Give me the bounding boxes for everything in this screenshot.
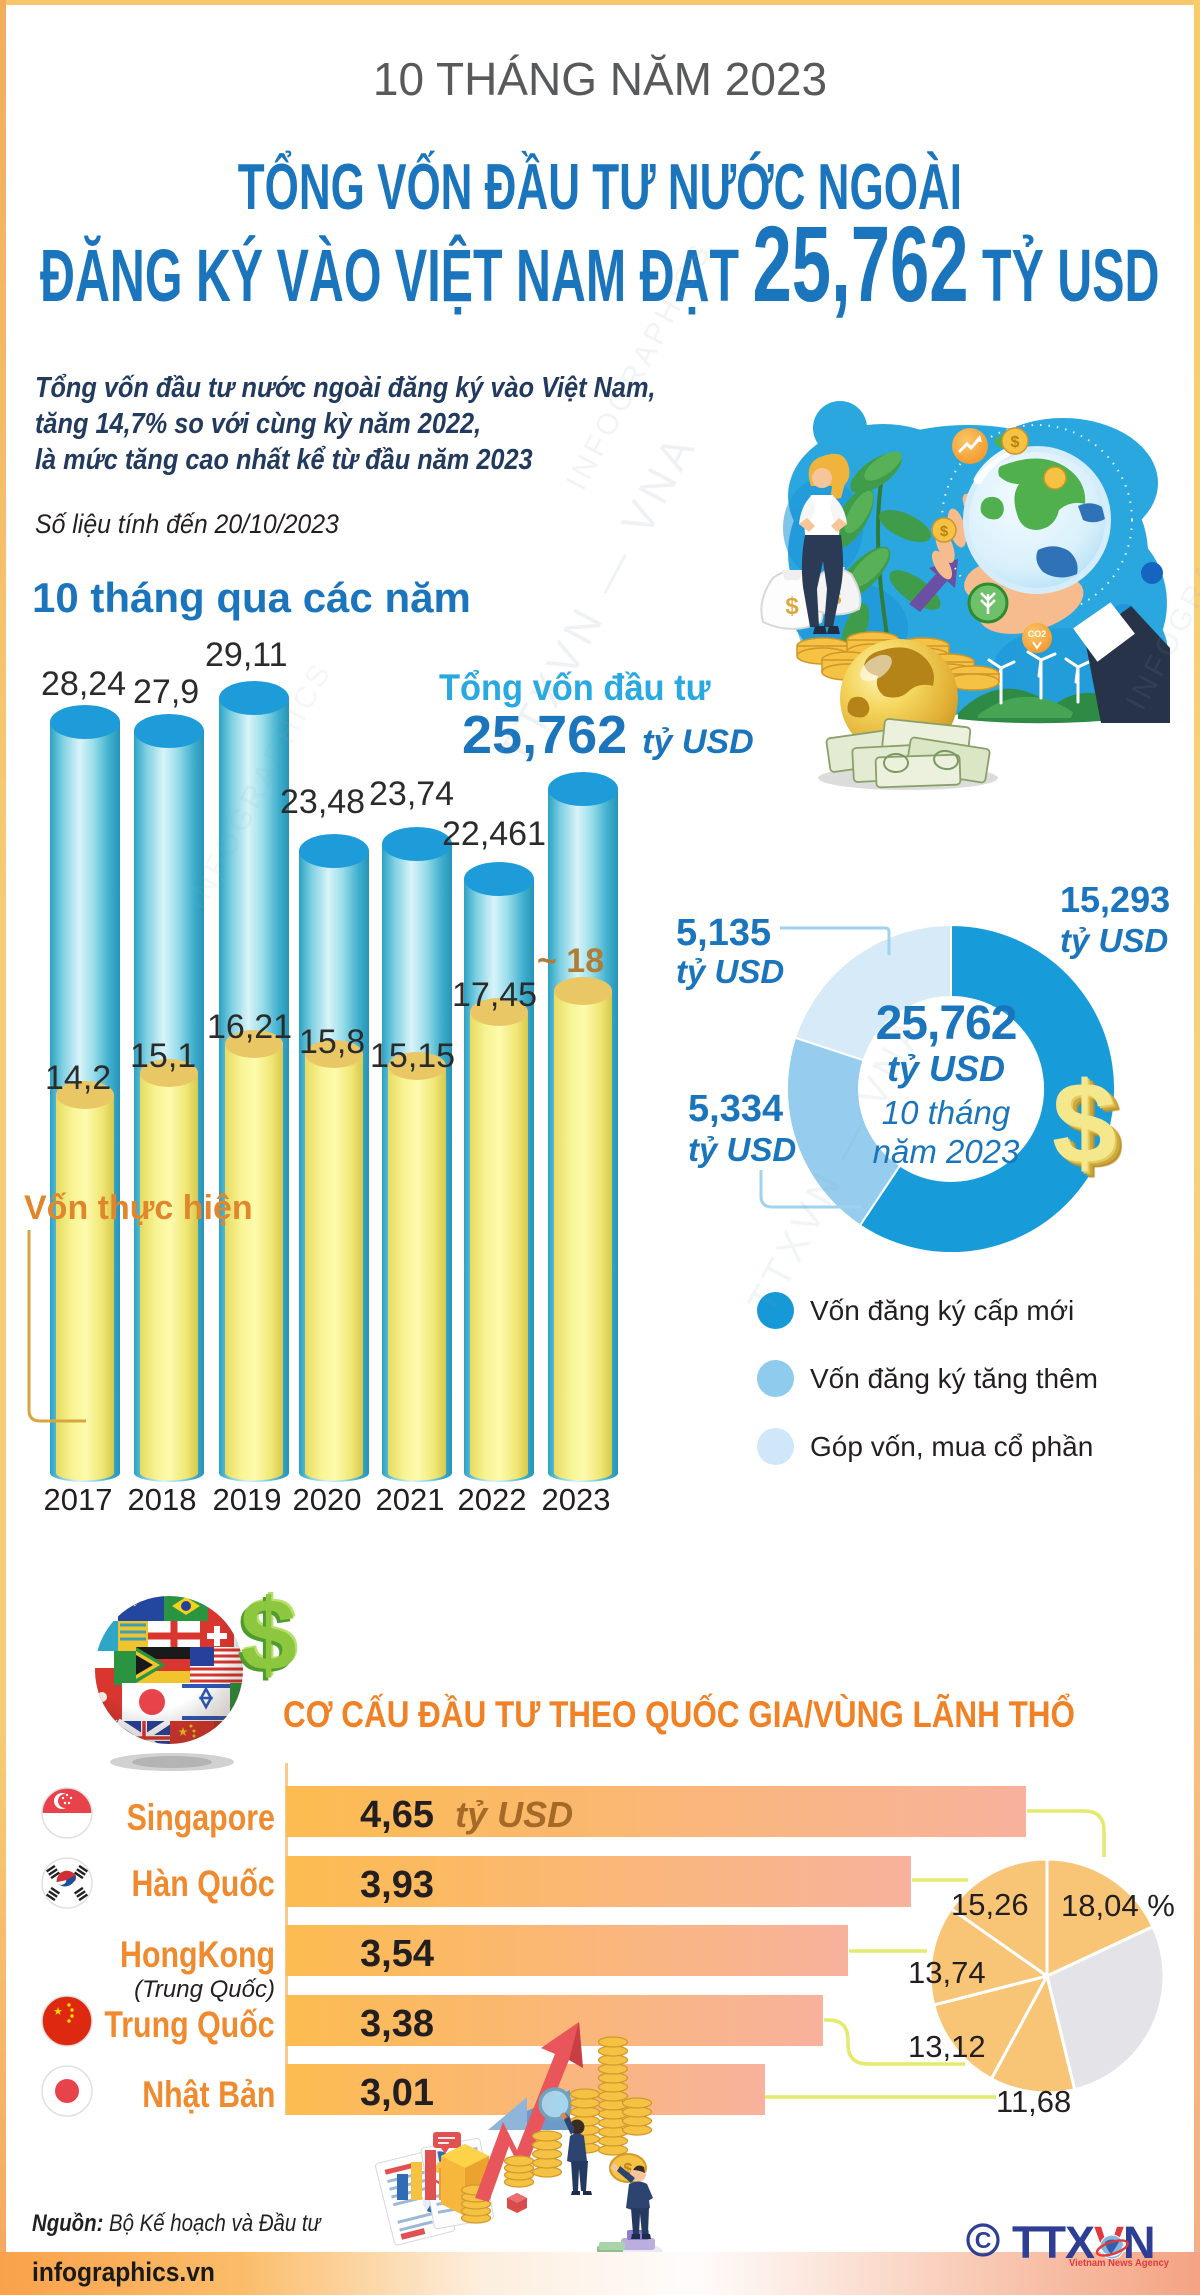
svg-text:$: $ xyxy=(1011,434,1020,451)
svg-text:C: C xyxy=(975,2227,992,2253)
svg-text:$: $ xyxy=(940,523,949,540)
svg-text:$: $ xyxy=(624,2161,633,2178)
svg-text:TTXVN: TTXVN xyxy=(1012,2217,1155,2268)
svg-text:Vietnam News Agency: Vietnam News Agency xyxy=(1069,2257,1169,2269)
svg-text:CO2: CO2 xyxy=(1028,629,1047,639)
svg-text:$: $ xyxy=(785,593,799,620)
